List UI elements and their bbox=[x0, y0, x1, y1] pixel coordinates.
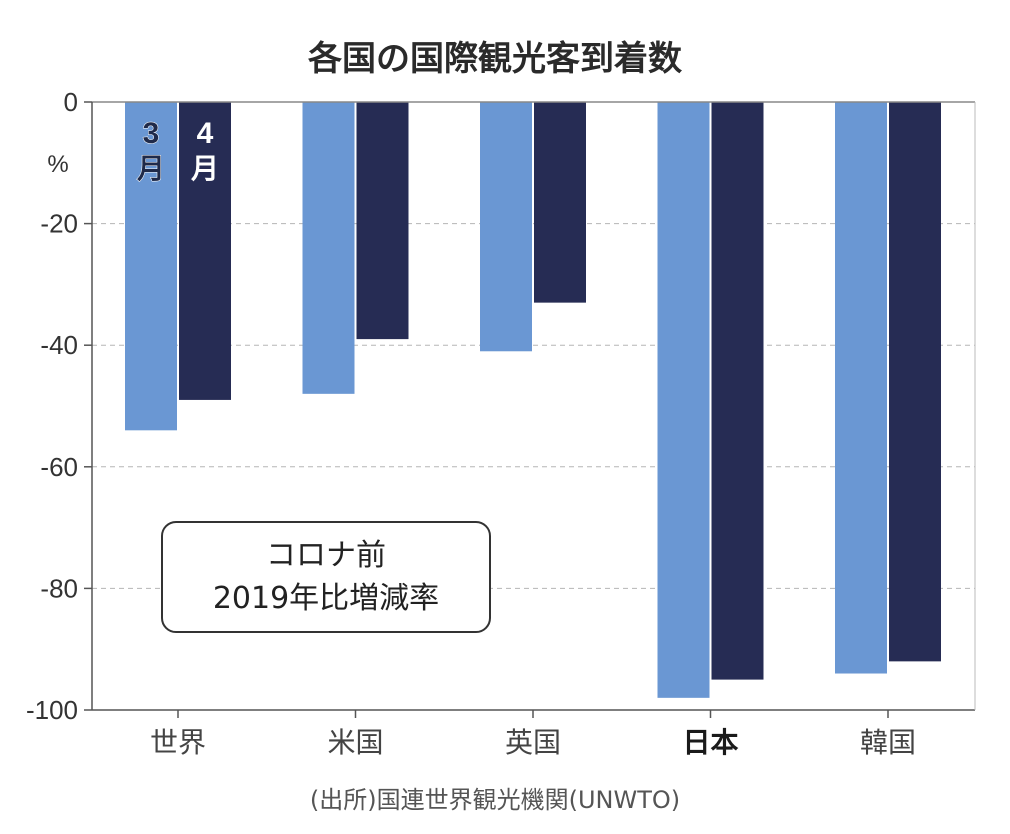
legend-month-april: 月 bbox=[190, 152, 219, 185]
legend-month-march: 月 bbox=[136, 152, 165, 185]
y-tick-label: -20 bbox=[40, 209, 78, 239]
bars bbox=[125, 102, 941, 698]
annotation-frame bbox=[161, 521, 491, 633]
bar-april bbox=[711, 102, 764, 680]
chart-title: 各国の国際観光客到着数 bbox=[308, 39, 682, 79]
y-tick-labels: 0 -20 -40 -60 -80 -100 bbox=[26, 87, 78, 725]
source-note: (出所)国連世界観光機関(UNWTO) bbox=[310, 786, 680, 814]
x-category-label: 世界 bbox=[150, 726, 206, 759]
y-tick-label: -40 bbox=[40, 330, 78, 360]
bar-april bbox=[889, 102, 941, 662]
axes bbox=[84, 101, 976, 718]
annotation-line2: 2019年比増減率 bbox=[213, 581, 439, 616]
bar-march bbox=[835, 102, 887, 674]
x-category-label: 韓国 bbox=[860, 726, 916, 759]
x-category-labels: 世界 米国 英国 日本 韓国 bbox=[150, 726, 916, 759]
x-category-label: 英国 bbox=[505, 726, 561, 759]
y-tick-label: -80 bbox=[40, 573, 78, 603]
y-axis-unit: % bbox=[47, 151, 68, 178]
y-tick-label: -100 bbox=[26, 695, 78, 725]
bar-april bbox=[534, 102, 586, 303]
x-category-label: 日本 bbox=[682, 726, 738, 759]
annotation-line1: コロナ前 bbox=[266, 538, 386, 573]
annotation-box: コロナ前 2019年比増減率 bbox=[161, 521, 491, 633]
bar-april bbox=[179, 102, 231, 400]
bar-march bbox=[125, 102, 177, 431]
legend-digit-march: 3 bbox=[143, 117, 160, 150]
x-category-label: 米国 bbox=[327, 726, 383, 759]
bar-march bbox=[657, 102, 710, 698]
y-tick-label: 0 bbox=[64, 87, 78, 117]
bar-april bbox=[356, 102, 409, 340]
y-tick-label: -60 bbox=[40, 452, 78, 482]
legend-digit-april: 4 bbox=[197, 117, 214, 150]
bar-march bbox=[302, 102, 355, 394]
bar-march bbox=[480, 102, 532, 352]
